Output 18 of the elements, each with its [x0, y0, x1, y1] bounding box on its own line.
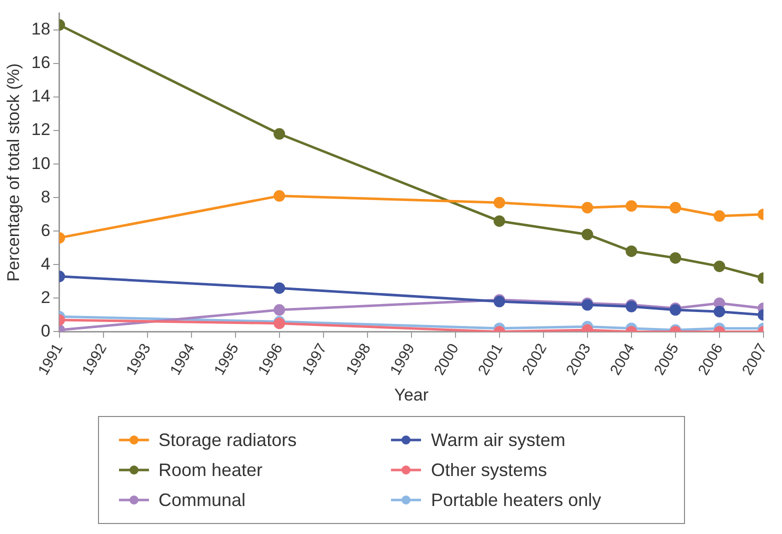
y-tick-label: 10	[31, 154, 50, 173]
legend-label: Other systems	[431, 460, 548, 480]
legend-label: Portable heaters only	[431, 490, 602, 510]
y-tick-label: 18	[31, 20, 50, 39]
y-tick-label: 12	[31, 120, 50, 140]
y-tick-label: 14	[31, 86, 50, 106]
y-tick-label: 4	[40, 254, 50, 274]
y-tick-label: 8	[40, 187, 50, 206]
legend-label: Storage radiators	[158, 430, 297, 450]
legend-label: Communal	[158, 490, 246, 510]
legend-label: Warm air system	[431, 430, 566, 450]
y-tick-label: 16	[31, 53, 50, 72]
y-tick-label: 6	[40, 220, 50, 240]
y-tick-label: 2	[40, 288, 50, 307]
x-axis-title: Year	[394, 385, 429, 404]
legend-label: Room heater	[158, 460, 263, 480]
y-axis-title: Percentage of total stock (%)	[4, 63, 23, 282]
y-tick-label: 0	[40, 321, 50, 340]
